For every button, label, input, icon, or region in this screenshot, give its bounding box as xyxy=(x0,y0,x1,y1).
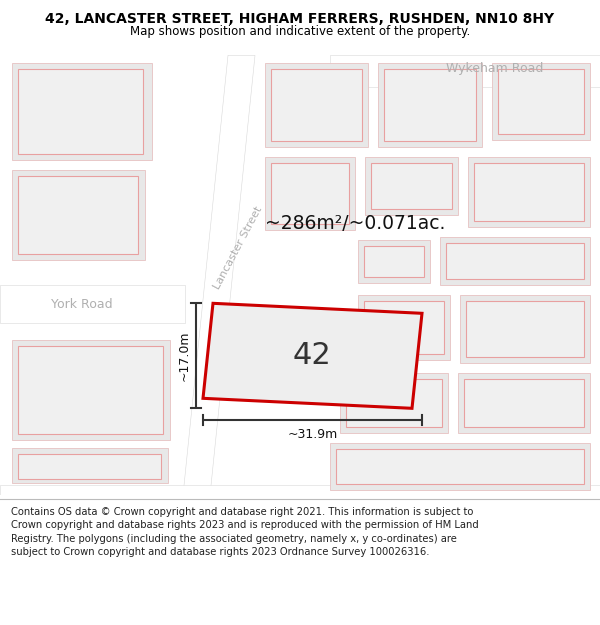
Polygon shape xyxy=(12,63,152,160)
Polygon shape xyxy=(271,69,362,141)
Polygon shape xyxy=(183,55,255,495)
Polygon shape xyxy=(466,301,584,358)
Text: York Road: York Road xyxy=(51,298,113,311)
Text: ~31.9m: ~31.9m xyxy=(287,428,338,441)
Polygon shape xyxy=(474,163,584,221)
Polygon shape xyxy=(498,69,584,134)
Polygon shape xyxy=(458,373,590,433)
Polygon shape xyxy=(0,285,185,323)
Polygon shape xyxy=(460,295,590,363)
Polygon shape xyxy=(203,303,422,408)
Polygon shape xyxy=(492,63,590,140)
Polygon shape xyxy=(18,346,163,434)
Polygon shape xyxy=(340,373,448,433)
Polygon shape xyxy=(358,240,430,283)
Polygon shape xyxy=(12,340,170,440)
Text: ~17.0m: ~17.0m xyxy=(178,331,191,381)
Polygon shape xyxy=(468,158,590,228)
Polygon shape xyxy=(378,63,482,148)
Polygon shape xyxy=(346,379,442,428)
Text: Map shows position and indicative extent of the property.: Map shows position and indicative extent… xyxy=(130,24,470,38)
Polygon shape xyxy=(0,485,600,495)
Polygon shape xyxy=(384,69,476,141)
Text: 42: 42 xyxy=(293,341,331,370)
Polygon shape xyxy=(265,63,368,148)
Polygon shape xyxy=(358,295,450,360)
Polygon shape xyxy=(330,443,590,490)
Polygon shape xyxy=(440,238,590,285)
Polygon shape xyxy=(371,163,452,209)
Polygon shape xyxy=(446,243,584,279)
Polygon shape xyxy=(365,158,458,215)
Polygon shape xyxy=(271,163,349,224)
Polygon shape xyxy=(330,55,600,88)
Polygon shape xyxy=(464,379,584,428)
Text: 42, LANCASTER STREET, HIGHAM FERRERS, RUSHDEN, NN10 8HY: 42, LANCASTER STREET, HIGHAM FERRERS, RU… xyxy=(46,12,554,26)
Polygon shape xyxy=(18,454,161,479)
Polygon shape xyxy=(18,176,138,254)
Polygon shape xyxy=(18,69,143,154)
Polygon shape xyxy=(364,301,444,354)
Polygon shape xyxy=(336,449,584,484)
Polygon shape xyxy=(12,448,168,483)
Text: ~286m²/~0.071ac.: ~286m²/~0.071ac. xyxy=(265,214,445,232)
Polygon shape xyxy=(12,170,145,260)
Text: Contains OS data © Crown copyright and database right 2021. This information is : Contains OS data © Crown copyright and d… xyxy=(11,507,479,557)
Text: Lancaster Street: Lancaster Street xyxy=(212,204,264,291)
Text: Wykeham Road: Wykeham Road xyxy=(446,62,544,75)
Polygon shape xyxy=(265,158,355,230)
Polygon shape xyxy=(364,246,424,278)
